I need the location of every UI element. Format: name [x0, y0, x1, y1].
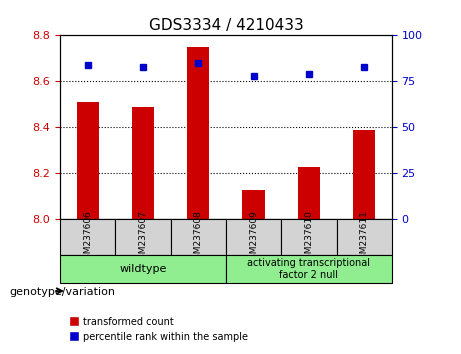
- Bar: [187, 47, 209, 219]
- Bar: [77, 102, 99, 219]
- Text: activating transcriptional
factor 2 null: activating transcriptional factor 2 null: [248, 258, 370, 280]
- FancyBboxPatch shape: [60, 255, 226, 283]
- Bar: [353, 130, 375, 219]
- Text: GSM237611: GSM237611: [360, 210, 369, 265]
- Text: genotype/variation: genotype/variation: [9, 287, 115, 297]
- FancyBboxPatch shape: [171, 219, 226, 255]
- Text: GSM237609: GSM237609: [249, 210, 258, 265]
- Title: GDS3334 / 4210433: GDS3334 / 4210433: [148, 18, 303, 33]
- FancyBboxPatch shape: [337, 219, 392, 255]
- Bar: [242, 189, 265, 219]
- Bar: [298, 166, 320, 219]
- FancyBboxPatch shape: [226, 255, 392, 283]
- Text: GSM237610: GSM237610: [304, 210, 313, 265]
- Text: GSM237607: GSM237607: [138, 210, 148, 265]
- Text: wildtype: wildtype: [119, 264, 166, 274]
- FancyBboxPatch shape: [60, 219, 115, 255]
- Bar: [132, 107, 154, 219]
- Text: GSM237608: GSM237608: [194, 210, 203, 265]
- FancyBboxPatch shape: [115, 219, 171, 255]
- Text: GSM237606: GSM237606: [83, 210, 92, 265]
- Legend: transformed count, percentile rank within the sample: transformed count, percentile rank withi…: [65, 313, 252, 346]
- FancyBboxPatch shape: [281, 219, 337, 255]
- FancyBboxPatch shape: [226, 219, 281, 255]
